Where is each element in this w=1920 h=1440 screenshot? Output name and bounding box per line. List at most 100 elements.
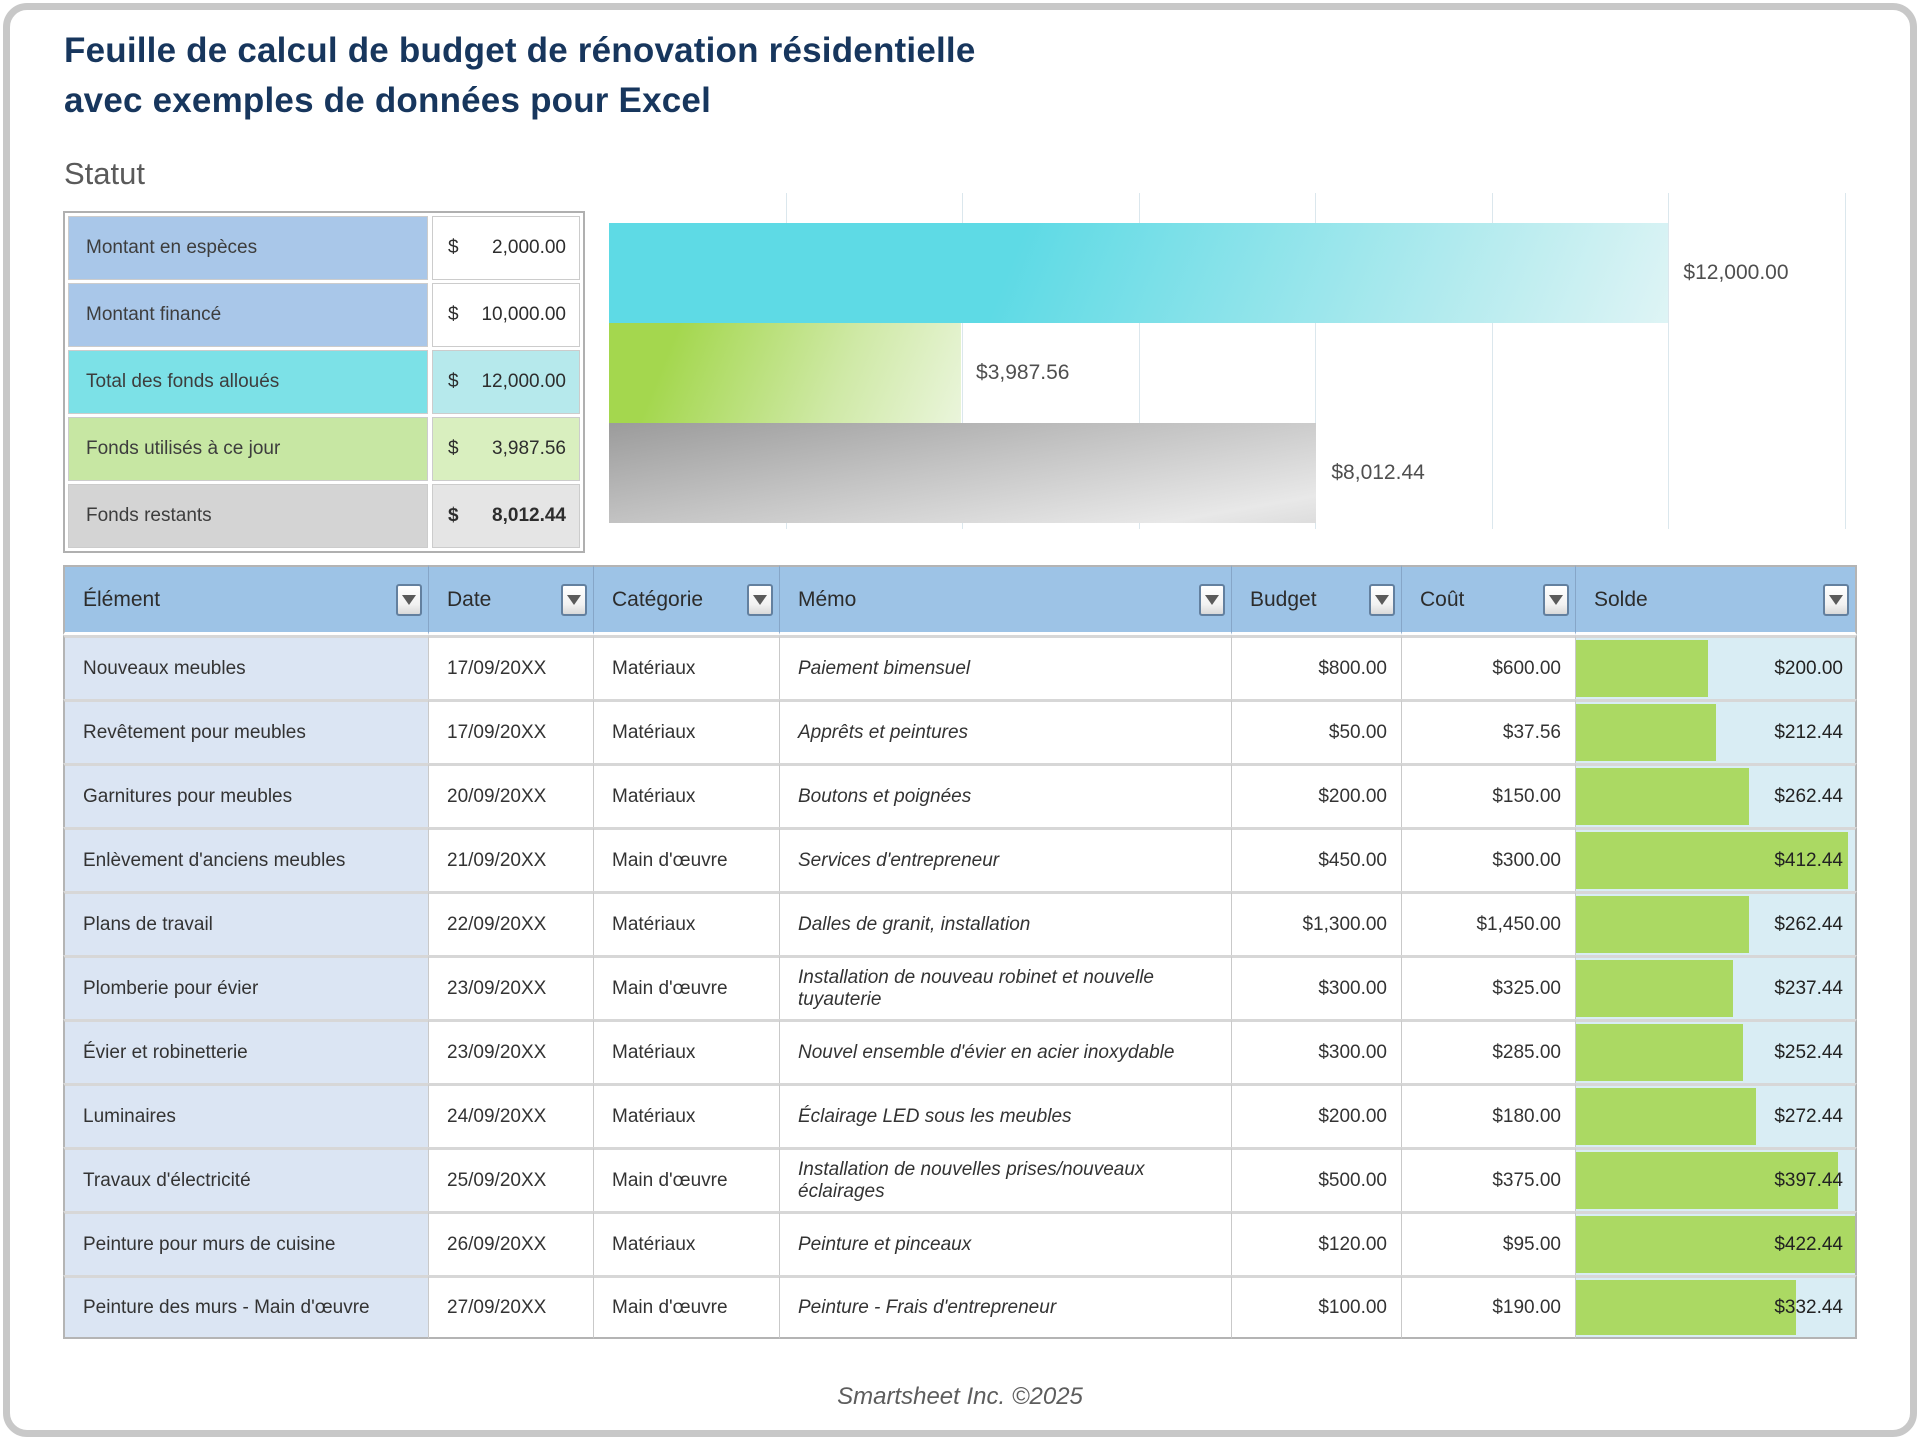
- cell-memo[interactable]: Apprêts et peintures: [780, 699, 1232, 763]
- cell-memo[interactable]: Nouvel ensemble d'évier en acier inoxyda…: [780, 1019, 1232, 1083]
- cell-element[interactable]: Nouveaux meubles: [63, 635, 429, 699]
- cell-budget[interactable]: $1,300.00: [1232, 891, 1402, 955]
- cell-date[interactable]: 27/09/20XX: [429, 1275, 594, 1339]
- status-row-value-cell[interactable]: $8,012.44: [432, 484, 580, 548]
- cell-balance[interactable]: $200.00: [1576, 635, 1857, 699]
- balance-value: $237.44: [1774, 977, 1843, 999]
- cell-balance[interactable]: $412.44: [1576, 827, 1857, 891]
- cell-balance[interactable]: $262.44: [1576, 891, 1857, 955]
- status-row-value-cell[interactable]: $12,000.00: [432, 350, 580, 414]
- cell-category[interactable]: Matériaux: [594, 699, 780, 763]
- cell-balance[interactable]: $272.44: [1576, 1083, 1857, 1147]
- cell-budget[interactable]: $200.00: [1232, 1083, 1402, 1147]
- cell-balance[interactable]: $252.44: [1576, 1019, 1857, 1083]
- cell-balance[interactable]: $397.44: [1576, 1147, 1857, 1211]
- cell-memo[interactable]: Installation de nouveau robinet et nouve…: [780, 955, 1232, 1019]
- cell-date[interactable]: 17/09/20XX: [429, 699, 594, 763]
- cell-budget[interactable]: $120.00: [1232, 1211, 1402, 1275]
- cell-element[interactable]: Plomberie pour évier: [63, 955, 429, 1019]
- cell-memo[interactable]: Installation de nouvelles prises/nouveau…: [780, 1147, 1232, 1211]
- cell-budget[interactable]: $200.00: [1232, 763, 1402, 827]
- cell-category[interactable]: Matériaux: [594, 891, 780, 955]
- cell-element[interactable]: Revêtement pour meubles: [63, 699, 429, 763]
- balance-data-bar: [1576, 1152, 1839, 1209]
- cell-memo[interactable]: Boutons et poignées: [780, 763, 1232, 827]
- column-header-label: Coût: [1420, 587, 1465, 611]
- cell-category[interactable]: Matériaux: [594, 1019, 780, 1083]
- cell-cost[interactable]: $285.00: [1402, 1019, 1576, 1083]
- cell-cost[interactable]: $37.56: [1402, 699, 1576, 763]
- cell-date[interactable]: 20/09/20XX: [429, 763, 594, 827]
- filter-button-budget[interactable]: [1369, 583, 1395, 616]
- cell-budget[interactable]: $100.00: [1232, 1275, 1402, 1339]
- cell-budget[interactable]: $300.00: [1232, 1019, 1402, 1083]
- balance-data-bar: [1576, 1280, 1796, 1335]
- cell-memo[interactable]: Services d'entrepreneur: [780, 827, 1232, 891]
- cell-memo[interactable]: Peinture - Frais d'entrepreneur: [780, 1275, 1232, 1339]
- balance-value: $262.44: [1774, 785, 1843, 807]
- cell-cost[interactable]: $190.00: [1402, 1275, 1576, 1339]
- cell-date[interactable]: 21/09/20XX: [429, 827, 594, 891]
- filter-button-date[interactable]: [561, 583, 587, 616]
- cell-element[interactable]: Évier et robinetterie: [63, 1019, 429, 1083]
- cell-balance[interactable]: $262.44: [1576, 763, 1857, 827]
- cell-element[interactable]: Luminaires: [63, 1083, 429, 1147]
- balance-value: $332.44: [1774, 1296, 1843, 1318]
- cell-budget[interactable]: $500.00: [1232, 1147, 1402, 1211]
- cell-element[interactable]: Enlèvement d'anciens meubles: [63, 827, 429, 891]
- cell-category[interactable]: Main d'œuvre: [594, 827, 780, 891]
- cell-memo[interactable]: Paiement bimensuel: [780, 635, 1232, 699]
- cell-category[interactable]: Matériaux: [594, 763, 780, 827]
- cell-cost[interactable]: $1,450.00: [1402, 891, 1576, 955]
- cell-category[interactable]: Main d'œuvre: [594, 1147, 780, 1211]
- cell-balance[interactable]: $237.44: [1576, 955, 1857, 1019]
- cell-date[interactable]: 25/09/20XX: [429, 1147, 594, 1211]
- status-row-label: Fonds utilisés à ce jour: [68, 417, 428, 481]
- cell-element[interactable]: Garnitures pour meubles: [63, 763, 429, 827]
- cell-cost[interactable]: $180.00: [1402, 1083, 1576, 1147]
- cell-element[interactable]: Peinture pour murs de cuisine: [63, 1211, 429, 1275]
- cell-balance[interactable]: $332.44: [1576, 1275, 1857, 1339]
- cell-cost[interactable]: $375.00: [1402, 1147, 1576, 1211]
- cell-cost[interactable]: $95.00: [1402, 1211, 1576, 1275]
- cell-date[interactable]: 26/09/20XX: [429, 1211, 594, 1275]
- cell-element[interactable]: Travaux d'électricité: [63, 1147, 429, 1211]
- cell-budget[interactable]: $50.00: [1232, 699, 1402, 763]
- cell-budget[interactable]: $450.00: [1232, 827, 1402, 891]
- cell-cost[interactable]: $325.00: [1402, 955, 1576, 1019]
- cell-cost[interactable]: $600.00: [1402, 635, 1576, 699]
- cell-date[interactable]: 23/09/20XX: [429, 955, 594, 1019]
- cell-memo[interactable]: Peinture et pinceaux: [780, 1211, 1232, 1275]
- cell-memo[interactable]: Dalles de granit, installation: [780, 891, 1232, 955]
- cell-cost[interactable]: $150.00: [1402, 763, 1576, 827]
- cell-category[interactable]: Matériaux: [594, 1083, 780, 1147]
- filter-button-memo[interactable]: [1199, 583, 1225, 616]
- chart-gridline: [1668, 193, 1670, 529]
- filter-button-category[interactable]: [747, 583, 773, 616]
- cell-category[interactable]: Main d'œuvre: [594, 1275, 780, 1339]
- cell-date[interactable]: 24/09/20XX: [429, 1083, 594, 1147]
- cell-balance[interactable]: $422.44: [1576, 1211, 1857, 1275]
- cell-budget[interactable]: $300.00: [1232, 955, 1402, 1019]
- cell-element[interactable]: Plans de travail: [63, 891, 429, 955]
- chevron-down-icon: [1829, 594, 1843, 605]
- cell-balance[interactable]: $212.44: [1576, 699, 1857, 763]
- filter-button-balance[interactable]: [1823, 583, 1849, 616]
- cell-category[interactable]: Main d'œuvre: [594, 955, 780, 1019]
- cell-date[interactable]: 23/09/20XX: [429, 1019, 594, 1083]
- cell-element[interactable]: Peinture des murs - Main d'œuvre: [63, 1275, 429, 1339]
- filter-button-element[interactable]: [396, 583, 422, 616]
- status-section-label: Statut: [64, 156, 145, 191]
- filter-button-cost[interactable]: [1543, 583, 1569, 616]
- cell-budget[interactable]: $800.00: [1232, 635, 1402, 699]
- column-header-label: Date: [447, 587, 492, 611]
- status-row-value-cell[interactable]: $2,000.00: [432, 216, 580, 280]
- cell-memo[interactable]: Éclairage LED sous les meubles: [780, 1083, 1232, 1147]
- status-row-value-cell[interactable]: $3,987.56: [432, 417, 580, 481]
- status-row-value-cell[interactable]: $10,000.00: [432, 283, 580, 347]
- cell-category[interactable]: Matériaux: [594, 635, 780, 699]
- cell-date[interactable]: 22/09/20XX: [429, 891, 594, 955]
- cell-category[interactable]: Matériaux: [594, 1211, 780, 1275]
- cell-cost[interactable]: $300.00: [1402, 827, 1576, 891]
- cell-date[interactable]: 17/09/20XX: [429, 635, 594, 699]
